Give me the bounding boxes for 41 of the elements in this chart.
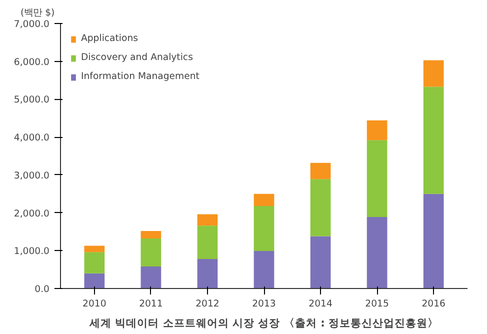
- bar: [423, 60, 444, 87]
- bar: [254, 251, 274, 288]
- y-tick-label: 3,000.0: [14, 170, 50, 182]
- y-axis-title: (백만 $): [20, 8, 55, 18]
- y-tick-label: 0.0: [34, 284, 50, 295]
- y-tick-label: 6,000.0: [14, 56, 50, 68]
- bar: [197, 214, 218, 226]
- bar: [310, 179, 331, 236]
- bar: [197, 226, 218, 259]
- text: 세계 빅데이터 소프트웨어의 시장 성장 〈출처 : 정보통신산업진흥원〉: [88, 316, 439, 330]
- y-tick-label: 2,000.0: [14, 208, 50, 220]
- bar: [366, 216, 388, 288]
- y-tick-label: 4,000.0: [14, 132, 50, 144]
- bar: [84, 246, 105, 252]
- bar: [366, 140, 388, 217]
- bar: [140, 238, 162, 267]
- y-tick-label: 1,000.0: [14, 246, 50, 258]
- bar: [310, 236, 331, 288]
- y-tick-label: 5,000.0: [14, 94, 50, 106]
- bar: [197, 258, 218, 288]
- bar: [254, 206, 274, 252]
- bar: [310, 162, 331, 180]
- legend-label: Discovery and Analytics: [81, 52, 193, 63]
- x-tick-label: 2010: [82, 298, 106, 310]
- bar: [140, 230, 162, 239]
- x-tick-label: 2013: [252, 298, 276, 310]
- x-tick-label: 2014: [308, 298, 332, 310]
- bar: [254, 194, 274, 206]
- x-tick-label: 2015: [365, 298, 389, 310]
- x-tick-label: 2012: [196, 298, 220, 310]
- bar: [140, 266, 162, 288]
- y-tick-label: 7,000.0: [14, 19, 50, 30]
- bar: [84, 273, 105, 288]
- legend-label: Information Management: [81, 71, 200, 82]
- bar: [84, 252, 105, 274]
- bar: [423, 194, 444, 288]
- x-tick-label: 2016: [422, 298, 446, 310]
- bar: [366, 120, 388, 140]
- bar: [423, 86, 444, 194]
- legend-label: Applications: [81, 33, 138, 44]
- x-tick-label: 2011: [139, 298, 163, 310]
